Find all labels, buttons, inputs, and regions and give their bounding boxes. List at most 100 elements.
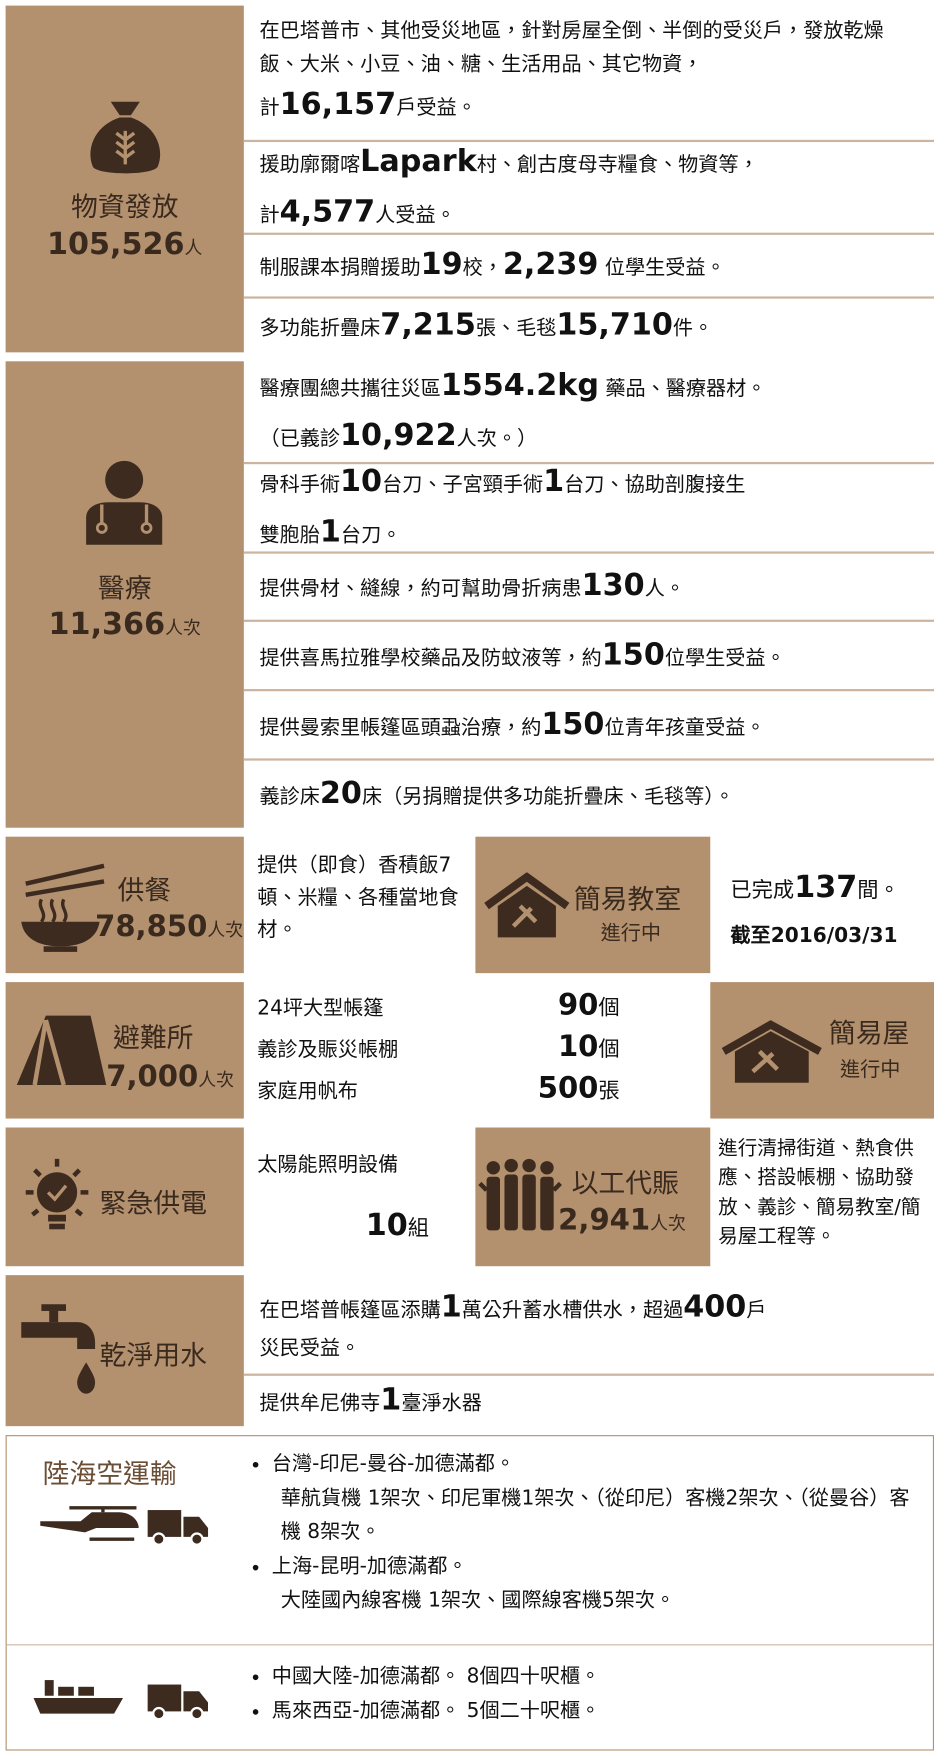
item-text: 提供喜馬拉雅學校藥品及防蚊液等，約150位學生受益。 bbox=[260, 631, 786, 681]
highlight-number: 2,239 bbox=[502, 247, 599, 283]
house-panel: 簡易屋 進行中 bbox=[710, 982, 934, 1119]
total-value: 105,526 bbox=[46, 227, 185, 262]
count: 10 bbox=[365, 1208, 408, 1243]
supplies-list: 在巴塔普市、其他受災地區，針對房屋全倒、半倒的受災戶，發放乾燥飯、大米、小豆、油… bbox=[243, 6, 934, 353]
count: 137 bbox=[794, 870, 858, 905]
text-segment: 戶 災民受益。 bbox=[259, 1298, 767, 1361]
unit: 組 bbox=[407, 1215, 430, 1241]
text-segment: 人。 bbox=[644, 577, 685, 601]
unit: 人次 bbox=[165, 617, 201, 639]
classroom-panel: 簡易教室 進行中 bbox=[475, 836, 711, 974]
unit: 個 bbox=[598, 1036, 620, 1062]
route: 台灣-印尼-曼谷-加德滿都。 bbox=[271, 1451, 516, 1476]
text-segment: 提供牟尼佛寺 bbox=[259, 1391, 381, 1416]
unit: 人 bbox=[184, 237, 203, 259]
total: 7,000人次 bbox=[106, 1060, 234, 1094]
total-value: 78,850 bbox=[95, 910, 208, 945]
house-icon bbox=[484, 872, 570, 938]
item-row: 多功能折疊床7,215張、毛毯15,710件。 bbox=[244, 299, 934, 353]
item-row: 援助廓爾喀Lapark村、創古度母寺糧食、物資等， 計4,577人受益。 bbox=[243, 142, 934, 235]
item-text: 多功能折疊床7,215張、毛毯15,710件。 bbox=[260, 301, 714, 351]
route-item: 中國大陸-加德滿都。 8個四十呎櫃。 bbox=[272, 1660, 930, 1694]
count: 10 bbox=[557, 1030, 599, 1064]
text-segment: 藥品、醫療器材。 （已義診 bbox=[259, 377, 767, 451]
highlight-number: 10,922 bbox=[340, 418, 457, 454]
route: 上海-昆明-加德滿都。 bbox=[271, 1554, 468, 1579]
text-segment: 台刀、協助剖腹接生 雙胞胎 bbox=[259, 473, 746, 547]
text-segment: 醫療團總共攜往災區 bbox=[259, 377, 441, 401]
bag-icon bbox=[90, 101, 161, 174]
highlight-number: 7,215 bbox=[380, 307, 476, 342]
sea-icons bbox=[33, 1680, 209, 1721]
noodle-icon bbox=[21, 863, 105, 952]
medical-panel: 醫療 11,366人次 bbox=[5, 361, 244, 828]
text-segment: 戶受益。 bbox=[396, 96, 477, 121]
status: 進行中 bbox=[840, 1058, 901, 1082]
text-segment: 校， bbox=[462, 256, 503, 280]
text-segment: 臺淨水器 bbox=[401, 1391, 482, 1416]
item-text: 在巴塔普帳篷區添購1萬公升蓄水槽供水，超過400戶 災民受益。 bbox=[260, 1283, 767, 1366]
suffix: 間。 bbox=[857, 878, 900, 903]
tent-icon bbox=[16, 1015, 107, 1086]
total: 78,850人次 bbox=[95, 911, 243, 945]
supplies-panel: 物資發放 105,526人 bbox=[5, 5, 244, 353]
prefix: 已完成 bbox=[730, 878, 795, 903]
text-segment: 在巴塔普帳篷區添購 bbox=[259, 1298, 441, 1322]
unit: 人次 bbox=[207, 919, 244, 941]
item-row: 在巴塔普市、其他受災地區，針對房屋全倒、半倒的受災戶，發放乾燥飯、大米、小豆、油… bbox=[243, 6, 934, 143]
item-text: 在巴塔普市、其他受災地區，針對房屋全倒、半倒的受災戶，發放乾燥飯、大米、小豆、油… bbox=[260, 15, 923, 131]
highlight-number: 1 bbox=[380, 1382, 402, 1418]
item: 義診及賑災帳棚 bbox=[257, 1038, 399, 1062]
unit: 人次 bbox=[198, 1069, 235, 1091]
route-item: 台灣-印尼-曼谷-加德滿都。華航貨機 1架次、印尼軍機1架次、（從印尼）客機2架… bbox=[272, 1447, 930, 1550]
medical-section: 醫療 11,366人次 醫療團總共攜往災區1554.2kg 藥品、醫療器材。 （… bbox=[5, 361, 934, 828]
highlight-number: 1554.2kg bbox=[440, 368, 599, 404]
text-segment: 萬公升蓄水槽供水，超過 bbox=[461, 1298, 684, 1322]
item-row: 制服課本捐贈援助19校，2,239 位學生受益。 bbox=[243, 235, 934, 299]
item-row: 提供曼索里帳篷區頭蝨治療，約150位青年孩童受益。 bbox=[243, 691, 934, 761]
item-row: 義診床20床（另捐贈提供多功能折疊床、毛毯等）。 bbox=[244, 761, 934, 828]
total-value: 7,000 bbox=[106, 1060, 199, 1094]
item-row: 在巴塔普帳篷區添購1萬公升蓄水槽供水，超過400戶 災民受益。 bbox=[243, 1275, 934, 1376]
text-segment: 骨科手術 bbox=[259, 473, 341, 498]
tap-icon bbox=[21, 1304, 96, 1394]
highlight-number: 10 bbox=[340, 464, 383, 500]
unit: 人次 bbox=[650, 1212, 686, 1234]
item-text: 義診床20床（另捐贈提供多功能折疊床、毛毯等）。 bbox=[260, 769, 735, 819]
shelter-section: 避難所 7,000人次 24坪大型帳篷 90 個義診及賑災帳棚 10 個家庭用帆布 500… bbox=[5, 982, 934, 1119]
text-segment: 人次。） bbox=[456, 427, 538, 451]
item: 24坪大型帳篷 bbox=[257, 996, 384, 1021]
highlight-number: 15,710 bbox=[556, 307, 673, 342]
total: 105,526人 bbox=[6, 227, 244, 262]
text-segment: 提供喜馬拉雅學校藥品及防蚊液等，約 bbox=[259, 646, 602, 670]
item-row: 骨科手術10台刀、子宮頸手術1台刀、協助剖腹接生 雙胞胎1台刀。 bbox=[243, 464, 934, 554]
highlight-number: 150 bbox=[541, 706, 605, 742]
text-segment: 位學生受益。 bbox=[664, 646, 786, 670]
item: 家庭用帆布 bbox=[257, 1079, 358, 1103]
route-item: 馬來西亞-加德滿都。 5個二十呎櫃。 bbox=[272, 1694, 930, 1728]
text-segment: 制服課本捐贈援助 bbox=[259, 256, 421, 280]
highlight-number: 4,577 bbox=[279, 194, 376, 229]
classroom-date: 截至2016/03/31 bbox=[730, 923, 898, 948]
highlight-number: 20 bbox=[319, 775, 362, 811]
total: 2,941人次 bbox=[558, 1204, 686, 1238]
route-detail: 大陸國內線客機 1架次、國際線客機5架次。 bbox=[280, 1588, 676, 1613]
total-value: 11,366 bbox=[48, 607, 166, 643]
item-text: 制服課本捐贈援助19校，2,239 位學生受益。 bbox=[260, 241, 726, 291]
meals-panel: 供餐 78,850人次 bbox=[5, 836, 244, 974]
highlight-number: 1 bbox=[319, 514, 341, 550]
title: 避難所 bbox=[112, 1022, 194, 1054]
item-text: 提供曼索里帳篷區頭蝨治療，約150位青年孩童受益。 bbox=[260, 700, 766, 750]
title: 緊急供電 bbox=[99, 1187, 207, 1220]
text-segment: 台刀。 bbox=[340, 523, 402, 547]
shelter-row: 家庭用帆布 500 張 bbox=[257, 1072, 704, 1113]
count: 500 bbox=[537, 1071, 599, 1106]
text-segment: 在巴塔普市、其他受災地區，針對房屋全倒、半倒的受災戶，發放乾燥飯、大米、小豆、油… bbox=[259, 19, 884, 121]
title: 以工代賑 bbox=[571, 1167, 679, 1200]
text-segment: 張、毛毯 bbox=[475, 316, 557, 340]
item-text: 醫療團總共攜往災區1554.2kg 藥品、醫療器材。 （已義診10,922人次。… bbox=[260, 362, 767, 462]
shelter-row: 義診及賑災帳棚 10 個 bbox=[257, 1030, 704, 1071]
title: 醫療 bbox=[97, 572, 152, 605]
